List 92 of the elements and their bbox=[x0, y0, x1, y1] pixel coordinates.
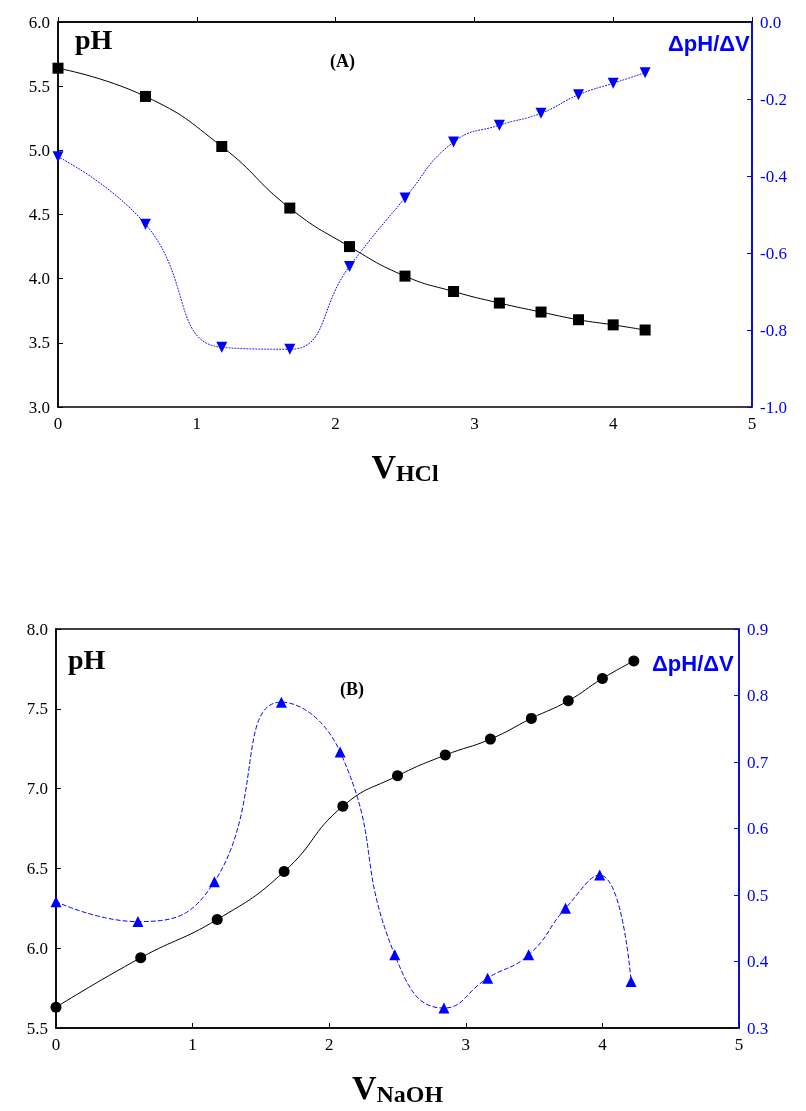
point bbox=[216, 341, 228, 353]
y-tick-label: 6.0 bbox=[26, 938, 48, 958]
point bbox=[438, 1002, 450, 1014]
point bbox=[135, 952, 147, 964]
point bbox=[337, 800, 349, 812]
point bbox=[448, 136, 460, 148]
y2-tick-label: 0.6 bbox=[747, 819, 769, 838]
x-tick-label: 4 bbox=[608, 414, 618, 433]
point bbox=[628, 655, 640, 667]
point bbox=[439, 749, 451, 761]
point bbox=[573, 314, 584, 326]
y2-tick-label: 0.3 bbox=[747, 1018, 769, 1038]
point bbox=[535, 107, 547, 119]
point bbox=[525, 712, 537, 724]
y-tick-label: 3.0 bbox=[28, 397, 50, 417]
point bbox=[448, 286, 460, 297]
y-tick-label: 5.5 bbox=[26, 1018, 48, 1038]
y-tick-label: 3.5 bbox=[28, 333, 50, 353]
point bbox=[275, 696, 287, 708]
annotation: (A) bbox=[330, 51, 355, 72]
y-tick-label: 4.5 bbox=[28, 205, 50, 224]
y-tick-label: 5.0 bbox=[28, 140, 50, 160]
point bbox=[482, 972, 494, 984]
point bbox=[389, 949, 401, 961]
x-tick-label: 4 bbox=[598, 1035, 608, 1054]
y2-tick-label: -0.8 bbox=[760, 320, 787, 340]
point bbox=[50, 896, 62, 908]
x-tick-label: 3 bbox=[470, 414, 479, 433]
point bbox=[52, 151, 64, 163]
point bbox=[639, 324, 651, 336]
y-tick-label: 7.0 bbox=[26, 779, 48, 799]
annotation: (B) bbox=[340, 679, 364, 700]
point bbox=[211, 913, 223, 925]
x-tick-label: 1 bbox=[192, 414, 202, 433]
y2-tick-label: 0.5 bbox=[747, 885, 769, 905]
point bbox=[284, 343, 296, 355]
point bbox=[573, 89, 584, 101]
y-axis-title: pH bbox=[68, 643, 106, 675]
point bbox=[343, 260, 355, 272]
x-tick-label: 0 bbox=[53, 414, 63, 433]
y-tick-label: 6.5 bbox=[26, 858, 48, 878]
y2-tick-label: 0.7 bbox=[747, 752, 769, 772]
y-axis-title: pH bbox=[75, 23, 113, 55]
y-tick-label: 6.0 bbox=[28, 12, 50, 32]
x-tick-label: 2 bbox=[324, 1035, 334, 1054]
y-tick-label: 5.5 bbox=[28, 76, 50, 96]
x-tick-label: 3 bbox=[461, 1035, 471, 1054]
point bbox=[535, 306, 547, 318]
point bbox=[139, 218, 151, 230]
point bbox=[343, 241, 355, 253]
point bbox=[392, 770, 403, 782]
point bbox=[50, 1001, 62, 1013]
point bbox=[596, 672, 608, 684]
point bbox=[560, 902, 572, 914]
y2-tick-label: -1.0 bbox=[760, 397, 787, 417]
x-tick-label: 0 bbox=[51, 1035, 61, 1054]
x-tick-label: 5 bbox=[734, 1035, 744, 1054]
y2-tick-label: -0.6 bbox=[760, 243, 787, 263]
point bbox=[594, 869, 606, 881]
point bbox=[493, 297, 505, 309]
y2-tick-label: 0.0 bbox=[760, 12, 782, 32]
y-tick-label: 4.0 bbox=[28, 269, 50, 289]
point bbox=[493, 119, 505, 131]
point bbox=[484, 733, 496, 745]
point bbox=[139, 90, 151, 102]
x-tick-label: 2 bbox=[331, 414, 340, 433]
y2-tick-label: 0.4 bbox=[747, 952, 769, 971]
point bbox=[607, 77, 619, 89]
point bbox=[625, 975, 637, 987]
point bbox=[278, 866, 290, 878]
x-tick-label: 1 bbox=[188, 1035, 197, 1054]
point bbox=[208, 876, 220, 888]
point bbox=[607, 319, 619, 331]
point bbox=[399, 192, 411, 204]
point bbox=[399, 270, 411, 282]
y-tick-label: 7.5 bbox=[26, 699, 48, 719]
y2-axis-title: ΔpH/ΔV bbox=[652, 650, 735, 676]
point bbox=[523, 949, 535, 961]
y2-tick-label: -0.2 bbox=[760, 89, 787, 109]
point bbox=[334, 746, 346, 758]
x-tick-label: 5 bbox=[747, 414, 757, 433]
point bbox=[284, 202, 296, 214]
point bbox=[52, 62, 64, 74]
point bbox=[639, 67, 651, 79]
y-tick-label: 8.0 bbox=[26, 619, 48, 639]
y2-tick-label: 0.9 bbox=[747, 619, 769, 639]
y2-axis-title: ΔpH/ΔV bbox=[668, 30, 751, 56]
y2-tick-label: 0.8 bbox=[747, 686, 769, 705]
point bbox=[216, 140, 228, 152]
y2-tick-label: -0.4 bbox=[760, 166, 788, 186]
point bbox=[562, 695, 574, 707]
point bbox=[132, 916, 144, 928]
